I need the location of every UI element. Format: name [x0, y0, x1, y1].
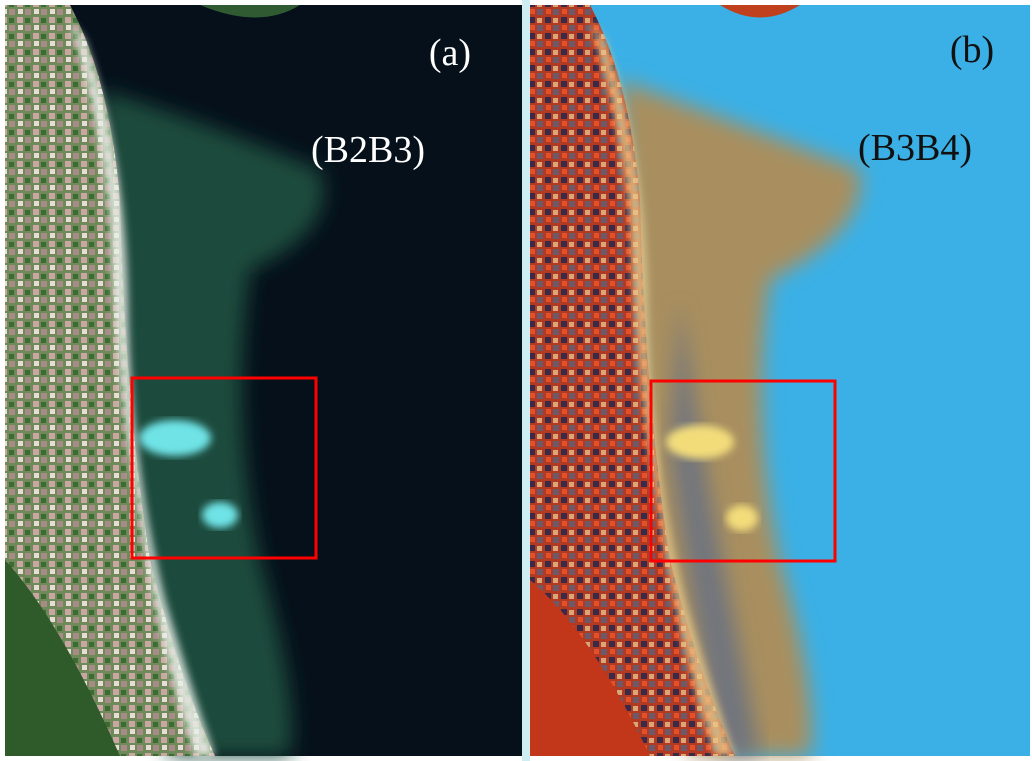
bright-patch	[139, 420, 211, 456]
band-label: (B3B4)	[858, 127, 972, 169]
panel-label: (a)	[429, 32, 471, 74]
figure: (a) (B2B3) (b) (B3B4)	[0, 0, 1032, 761]
panel-b: (b) (B3B4)	[530, 5, 1030, 756]
bright-patch	[202, 502, 238, 528]
panel-label: (b)	[950, 29, 994, 71]
band-label: (B2B3)	[311, 129, 425, 171]
separator	[522, 0, 530, 761]
bright-patch	[666, 425, 734, 459]
bright-patch	[726, 505, 758, 531]
panel-a: (a) (B2B3)	[5, 5, 522, 756]
